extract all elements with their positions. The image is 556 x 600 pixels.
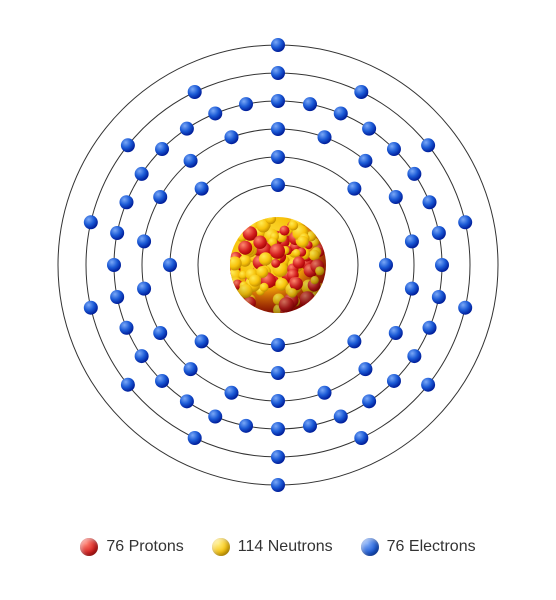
legend-label-protons: 76 Protons	[106, 538, 183, 556]
atom-svg	[0, 0, 556, 530]
neutron-icon	[212, 538, 230, 556]
legend-item-neutrons: 114 Neutrons	[212, 538, 333, 556]
legend-item-electrons: 76 Electrons	[361, 538, 476, 556]
legend: 76 Protons 114 Neutrons 76 Electrons	[0, 530, 556, 556]
proton-icon	[80, 538, 98, 556]
legend-label-electrons: 76 Electrons	[387, 538, 476, 556]
atom-diagram	[0, 0, 556, 530]
legend-item-protons: 76 Protons	[80, 538, 183, 556]
electron-icon	[361, 538, 379, 556]
legend-label-neutrons: 114 Neutrons	[238, 538, 333, 556]
